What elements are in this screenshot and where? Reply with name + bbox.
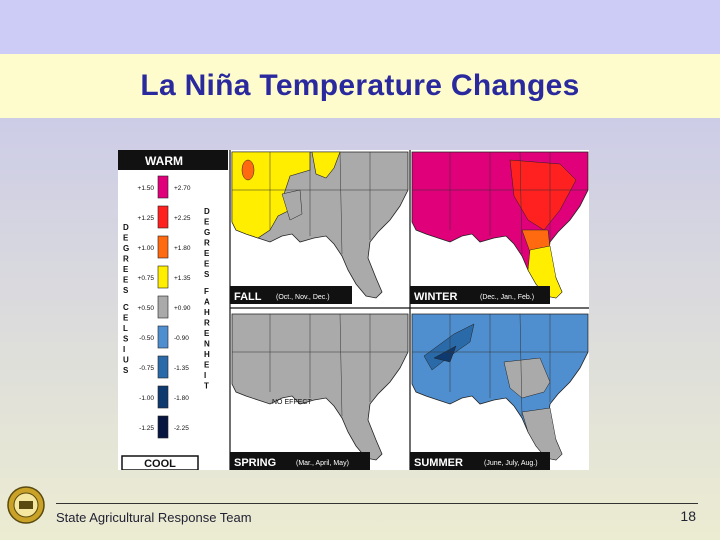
legend-swatch <box>157 355 169 379</box>
legend-celsius-value: +1.50 <box>138 185 155 192</box>
legend-fahrenheit-value: +0.90 <box>174 305 191 312</box>
legend-fahrenheit-value: +1.35 <box>174 275 191 282</box>
legend-fahrenheit-value: -1.35 <box>174 365 189 372</box>
legend-celsius-value: -1.00 <box>139 395 154 402</box>
summer-season-label: SUMMER <box>414 457 463 469</box>
legend-swatch <box>157 265 169 289</box>
map-summer: SUMMER (June, July, Aug.) <box>410 312 589 470</box>
fall-months-label: (Oct., Nov., Dec.) <box>276 294 330 301</box>
legend-celsius-value: +1.25 <box>138 215 155 222</box>
legend-cool-label: COOL <box>144 458 176 470</box>
spring-no-effect-note: NO EFFECT <box>272 399 312 406</box>
legend-swatch <box>157 385 169 409</box>
legend-fahrenheit-value: +2.25 <box>174 215 191 222</box>
legend: WARM COOL +1.50 +2.70 +1.25 +2.25 +1.00 +1.80… <box>118 150 228 470</box>
figure-svg: WARM COOL +1.50 +2.70 +1.25 +2.25 +1.00 +1.80… <box>118 150 589 470</box>
legend-rows: +1.50 +2.70 +1.25 +2.25 +1.00 +1.80 +0.75 +1.35… <box>138 175 191 439</box>
legend-fahrenheit-value: -2.25 <box>174 425 189 432</box>
legend-fahrenheit-value: -1.80 <box>174 395 189 402</box>
temperature-figure: WARM COOL +1.50 +2.70 +1.25 +2.25 +1.00 +1.80… <box>118 150 589 470</box>
page-title: La Niña Temperature Changes <box>140 69 580 102</box>
spring-months-label: (Mar., April, May) <box>296 460 349 467</box>
sart-logo-icon <box>7 486 45 524</box>
winter-season-label: WINTER <box>414 291 457 303</box>
spring-season-label: SPRING <box>234 457 276 469</box>
fall-season-label: FALL <box>234 291 262 303</box>
page-number: 18 <box>680 508 696 524</box>
legend-warm-label: WARM <box>145 154 183 168</box>
legend-swatch <box>157 415 169 439</box>
legend-celsius-value: -0.50 <box>139 335 154 342</box>
footer-org-name: State Agricultural Response Team <box>56 510 252 525</box>
panel-dividers <box>229 150 589 470</box>
legend-fahrenheit-value: +1.80 <box>174 245 191 252</box>
legend-swatch <box>157 235 169 259</box>
legend-fahrenheit-value: -0.90 <box>174 335 189 342</box>
title-band: La Niña Temperature Changes <box>0 54 720 118</box>
summer-months-label: (June, July, Aug.) <box>484 460 538 467</box>
top-band <box>0 0 720 54</box>
footer-divider <box>56 503 698 504</box>
legend-swatch <box>157 295 169 319</box>
legend-swatch <box>157 175 169 199</box>
legend-celsius-value: +1.00 <box>138 245 155 252</box>
legend-celsius-value: -1.25 <box>139 425 154 432</box>
legend-swatch <box>157 325 169 349</box>
legend-fahrenheit-value: +2.70 <box>174 185 191 192</box>
winter-months-label: (Dec., Jan., Feb.) <box>480 294 534 301</box>
map-fall: FALL (Oct., Nov., Dec.) <box>230 150 410 306</box>
legend-celsius-value: -0.75 <box>139 365 154 372</box>
legend-celsius-value: +0.75 <box>138 275 155 282</box>
legend-swatch <box>157 205 169 229</box>
map-spring: NO EFFECT SPRING (Mar., April, May) <box>230 312 410 470</box>
legend-celsius-value: +0.50 <box>138 305 155 312</box>
map-winter: WINTER (Dec., Jan., Feb.) <box>410 150 589 306</box>
